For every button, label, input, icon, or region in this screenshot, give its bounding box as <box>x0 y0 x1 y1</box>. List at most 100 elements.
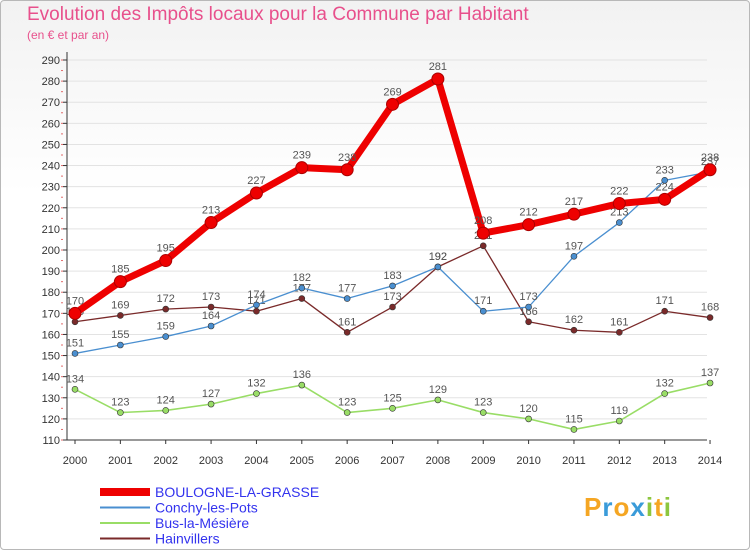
y-tick-label: 270 <box>42 97 60 109</box>
data-point <box>612 197 626 211</box>
data-point <box>658 192 672 206</box>
data-point <box>616 219 623 226</box>
data-label: 164 <box>202 310 220 322</box>
y-tick-label: 240 <box>42 161 60 173</box>
data-label: 137 <box>701 367 719 379</box>
data-label: 237 <box>701 156 719 168</box>
x-tick-label: 2014 <box>698 455 722 467</box>
x-tick-label: 2006 <box>335 455 359 467</box>
y-tick-label: 220 <box>42 203 60 215</box>
data-label: 169 <box>111 299 129 311</box>
data-label: 192 <box>429 251 447 263</box>
series-3: 1661691721731711771611731922011661621611… <box>66 230 719 336</box>
logo-letter: i <box>663 492 672 522</box>
data-label: 195 <box>157 243 175 255</box>
x-tick-label: 2011 <box>562 455 586 467</box>
chart-title: Evolution des Impôts locaux pour la Comm… <box>27 4 529 25</box>
logo-letter: i <box>645 492 655 522</box>
y-tick-label: 110 <box>42 435 60 447</box>
data-point <box>162 305 170 313</box>
legend-label: Hainvillers <box>155 531 220 547</box>
data-point <box>525 318 532 326</box>
data-label: 222 <box>610 186 628 198</box>
legend-label: BOULOGNE-LA-GRASSE <box>155 484 319 500</box>
data-point <box>616 417 623 425</box>
y-tick-label: 230 <box>42 182 60 194</box>
data-point <box>431 72 445 86</box>
data-label: 125 <box>383 392 401 404</box>
data-label: 238 <box>701 152 719 164</box>
data-label: 217 <box>565 196 583 208</box>
y-tick-label: 150 <box>42 351 60 363</box>
data-label: 171 <box>474 295 492 307</box>
y-tick-label: 260 <box>42 118 60 130</box>
data-label: 162 <box>565 314 583 326</box>
x-tick-label: 2005 <box>290 455 314 467</box>
y-tick-label: 160 <box>42 329 60 341</box>
data-label: 161 <box>338 316 356 328</box>
data-point <box>570 426 578 433</box>
data-point <box>340 163 354 177</box>
data-point <box>159 254 173 268</box>
data-label: 123 <box>111 397 129 409</box>
data-point <box>298 295 306 302</box>
x-tick-label: 2000 <box>63 455 87 467</box>
x-tick-label: 2008 <box>426 455 450 467</box>
data-point <box>113 275 127 289</box>
proxiti-logo: Proxiti <box>584 492 672 523</box>
data-label: 192 <box>429 251 447 263</box>
data-point <box>661 390 668 397</box>
data-point <box>706 379 714 387</box>
legend: BOULOGNE-LA-GRASSEConchy-les-PotsBus-la-… <box>100 484 319 547</box>
data-point <box>204 216 218 230</box>
data-point <box>253 390 260 397</box>
data-point <box>706 314 714 321</box>
logo-letter: t <box>654 492 664 522</box>
x-tick-label: 2003 <box>199 455 223 467</box>
data-label: 171 <box>656 295 674 307</box>
chart-subtitle: (en € et par an) <box>27 28 110 42</box>
data-point <box>253 301 260 309</box>
data-point <box>207 400 215 408</box>
data-point <box>162 333 170 340</box>
data-label: 132 <box>656 378 674 390</box>
data-point <box>434 396 442 404</box>
data-label: 159 <box>157 321 175 333</box>
data-point <box>570 253 578 260</box>
data-label: 174 <box>247 289 265 301</box>
data-label: 166 <box>519 306 537 318</box>
data-label: 233 <box>656 164 674 176</box>
series-1: 151 155 159 164 174 182 177 183 192 171 173 197 213 2… <box>66 156 719 357</box>
data-point <box>207 303 215 311</box>
data-label: 227 <box>247 175 265 187</box>
data-point <box>207 322 215 330</box>
data-point <box>479 307 487 315</box>
y-tick-label: 200 <box>42 245 60 257</box>
data-label: 197 <box>565 240 583 252</box>
x-tick-label: 2002 <box>153 455 177 467</box>
data-point <box>703 163 717 177</box>
series-2: 134 123 124 127 132 136 123 125 129 123 120 115 119 1… <box>66 367 719 433</box>
y-tick-label: 250 <box>42 139 60 151</box>
data-label: 119 <box>611 405 629 417</box>
y-tick-label: 140 <box>42 372 60 384</box>
data-point <box>567 207 581 221</box>
y-tick-label: 190 <box>42 266 60 278</box>
data-label: 172 <box>157 293 175 305</box>
data-label: 185 <box>111 264 129 276</box>
y-tick-label: 280 <box>42 76 60 88</box>
data-label: 155 <box>111 329 129 341</box>
data-point <box>117 409 124 416</box>
data-label: 173 <box>519 291 537 303</box>
data-point <box>343 409 351 416</box>
y-tick-label: 120 <box>42 414 60 426</box>
data-label: 132 <box>247 378 265 390</box>
grid-lines: 110 120 130 140 150 160 170 180 190 200 210 220 230 2… <box>42 55 707 447</box>
data-point <box>476 226 490 240</box>
x-tick-label: 2001 <box>108 455 132 467</box>
data-label: 177 <box>338 283 356 295</box>
data-point <box>253 307 260 315</box>
logo-letter: r <box>602 492 614 522</box>
